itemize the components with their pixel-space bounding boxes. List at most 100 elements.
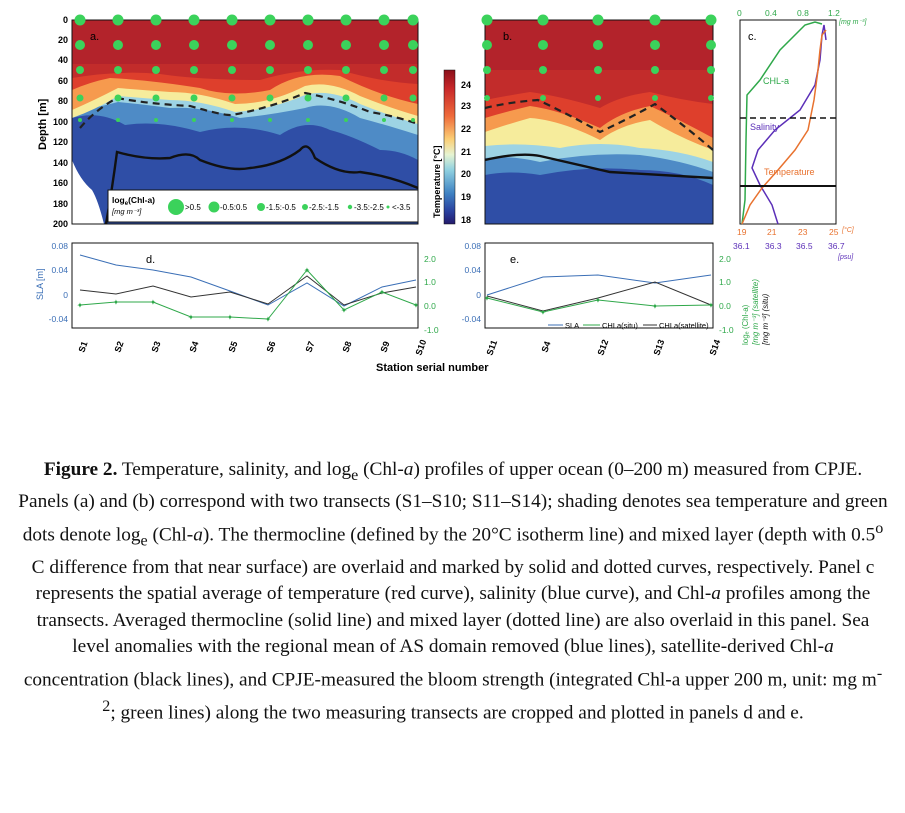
chl-dot [154, 118, 158, 122]
panel-c-temp-tick: 25 [829, 227, 839, 237]
chl-dot [227, 40, 237, 50]
svg-text:✦: ✦ [227, 313, 234, 322]
depth-tick: 200 [53, 219, 68, 229]
chl-dot [268, 118, 272, 122]
chl-dot [114, 94, 122, 102]
panel-c-temp-units: [°C] [841, 226, 855, 234]
chl-dot [304, 94, 312, 102]
chl-dot [652, 95, 658, 101]
colorbar-tick: 22 [461, 124, 471, 134]
chl-legend-dot [208, 201, 220, 213]
chl-legend-dot [347, 204, 353, 210]
chl-dot [266, 94, 274, 102]
panel-c-top-tick: 0 [737, 8, 742, 18]
chl-dot [705, 14, 717, 26]
chl-dot [152, 94, 160, 102]
colorbar-tick: 24 [461, 80, 471, 90]
panel-a: a. 0 20 40 60 80 100 120 140 160 180 200… [37, 14, 419, 229]
chl-legend-dot [168, 199, 184, 215]
station-label: S10 [413, 338, 428, 356]
panel-e-right-label: [mg m⁻³] (satellite) [751, 279, 760, 346]
depth-tick: 40 [58, 55, 68, 65]
panel-c-temp-tick: 19 [737, 227, 747, 237]
depth-tick: 140 [53, 158, 68, 168]
svg-text:✦: ✦ [652, 302, 659, 311]
chl-right-tick: 0.0 [424, 301, 436, 311]
station-label: S8 [340, 340, 353, 354]
chl-dot [266, 66, 274, 74]
chl-right-tick: 2.0 [719, 254, 731, 264]
depth-tick: 0 [63, 15, 68, 25]
chl-dot [409, 66, 417, 74]
station-label: S4 [187, 340, 200, 354]
chl-dot [537, 14, 549, 26]
temperature-curve-label: Temperature [764, 167, 815, 177]
chl-dot [595, 95, 601, 101]
sla-tick: 0 [63, 290, 68, 300]
chl-dot [112, 14, 124, 26]
chl-dot [340, 14, 352, 26]
svg-text:✦: ✦ [188, 313, 195, 322]
chl-dot [484, 95, 490, 101]
station-label: S7 [303, 340, 316, 354]
svg-text:✦: ✦ [413, 301, 420, 310]
chl-legend-label: <-3.5 [392, 203, 411, 212]
chl-dot [382, 118, 386, 122]
station-label: S14 [707, 338, 722, 356]
chl-dot [226, 14, 238, 26]
chl-legend-label: -1.5:-0.5 [266, 203, 296, 212]
legend-chla-situ: CHLa(situ) [602, 321, 638, 330]
y-axis-label: Depth [m] [37, 98, 49, 150]
station-label: S1 [76, 340, 89, 354]
sla-tick: 0.04 [51, 265, 68, 275]
panel-d-label: d. [146, 254, 155, 266]
panel-c-top-tick: 0.8 [797, 8, 809, 18]
chl-dot [75, 40, 85, 50]
station-label: S2 [112, 340, 125, 354]
chl-dot [74, 14, 86, 26]
chl-dot [707, 66, 715, 74]
chl-dot [344, 118, 348, 122]
station-label: S3 [149, 340, 162, 354]
chl-curve-label: CHL-a [763, 76, 789, 86]
chl-legend-dot [386, 205, 390, 209]
chl-right-tick: -1.0 [719, 325, 734, 335]
panel-c-temp-tick: 23 [798, 227, 808, 237]
svg-text:✦: ✦ [484, 294, 491, 303]
chl-dot [264, 14, 276, 26]
chl-dot [228, 94, 236, 102]
station-label: S13 [651, 338, 666, 356]
chl-dot [342, 94, 350, 102]
chl-dot [706, 40, 716, 50]
depth-tick: 80 [58, 96, 68, 106]
panel-c-sal-tick: 36.1 [733, 241, 750, 251]
sla-tick: 0.08 [464, 241, 481, 251]
chl-dot [265, 40, 275, 50]
temperature-colorbar: 24 23 22 21 20 19 18 Temperature [°C] [432, 69, 471, 225]
panel-c-temp-tick: 21 [767, 227, 777, 237]
panel-b: b. [481, 14, 717, 225]
chl-dot [407, 14, 419, 26]
panel-c-top-tick: 1.2 [828, 8, 840, 18]
figure-2: a. 0 20 40 60 80 100 120 140 160 180 200… [35, 8, 867, 374]
chl-dot [78, 118, 82, 122]
chl-dot [649, 14, 661, 26]
depth-tick: 100 [53, 117, 68, 127]
svg-text:✦: ✦ [304, 266, 311, 275]
caption-text: Figure 2. Temperature, salinity, and log… [18, 459, 888, 723]
station-label: S6 [264, 340, 277, 354]
svg-text:✦: ✦ [379, 288, 386, 297]
panel-e-right-label: logₑ (Chl-a) [741, 304, 750, 345]
chl-dot [378, 14, 390, 26]
station-label: S12 [595, 338, 610, 356]
station-label: S5 [226, 340, 239, 354]
chl-dot [76, 66, 84, 74]
chl-dot [342, 66, 350, 74]
panel-e-right-label: [mg m⁻²] (situ) [761, 293, 770, 346]
svg-text:✦: ✦ [708, 301, 715, 310]
colorbar-tick: 18 [461, 215, 471, 225]
chl-legend-title: loge(Chl-a) [112, 195, 155, 207]
panel-c: 0 0.4 0.8 1.2 [mg m⁻³] c. CHL-a Salinity… [733, 8, 867, 261]
panel-a-label: a. [90, 31, 99, 43]
sla-axis-label: SLA [m] [35, 268, 45, 300]
